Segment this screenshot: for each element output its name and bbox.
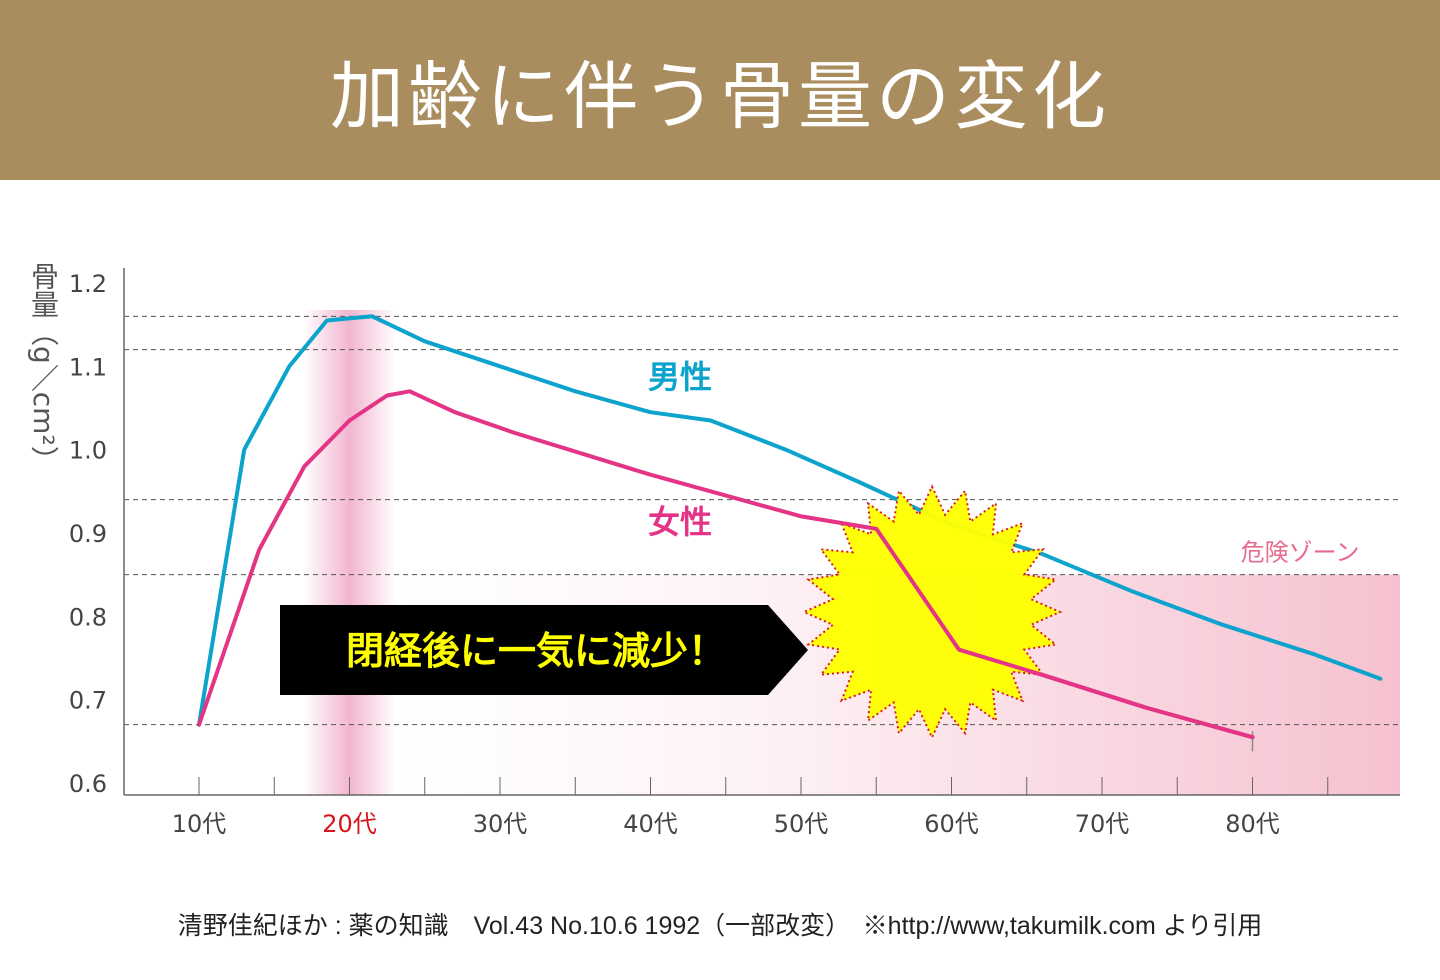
source-citation: 清野佳紀ほか : 薬の知識 Vol.43 No.10.6 1992（一部改変） …: [177, 912, 1263, 940]
x-tick-label: 30代: [473, 810, 528, 838]
y-tick-label: 1.1: [69, 353, 107, 381]
y-tick-label: 1.0: [69, 437, 107, 465]
y-tick-label: 0.6: [69, 770, 107, 798]
y-tick-label: 0.8: [69, 603, 107, 631]
age-20-highlight: [303, 310, 396, 795]
y-tick-label: 0.9: [69, 520, 107, 548]
callout-text: 閉経後に一気に減少！: [346, 629, 726, 673]
page-title: 加齢に伴う骨量の変化: [330, 53, 1110, 140]
female-decline-segment: [799, 514, 1255, 740]
y-tick-label: 1.2: [69, 270, 107, 298]
male-series-label: 男性: [648, 358, 712, 396]
x-tick-label: 70代: [1075, 810, 1130, 838]
x-tick-label: 40代: [623, 810, 678, 838]
y-tick-label: 0.7: [69, 687, 107, 715]
title-bar: 加齢に伴う骨量の変化: [0, 0, 1440, 180]
male-series-line: [197, 314, 1383, 727]
x-tick-label: 50代: [774, 810, 829, 838]
x-tick-label: 80代: [1225, 810, 1280, 838]
callout-box: [280, 605, 808, 695]
x-tick-label: 60代: [924, 810, 979, 838]
female-series-label: 女性: [648, 503, 712, 541]
x-tick-label: 10代: [172, 810, 227, 838]
x-tick-label: 20代: [322, 810, 377, 838]
y-axis-label: 骨量（g／cm²）: [27, 262, 60, 474]
danger-zone-label: 危険ゾーン: [1241, 539, 1360, 567]
